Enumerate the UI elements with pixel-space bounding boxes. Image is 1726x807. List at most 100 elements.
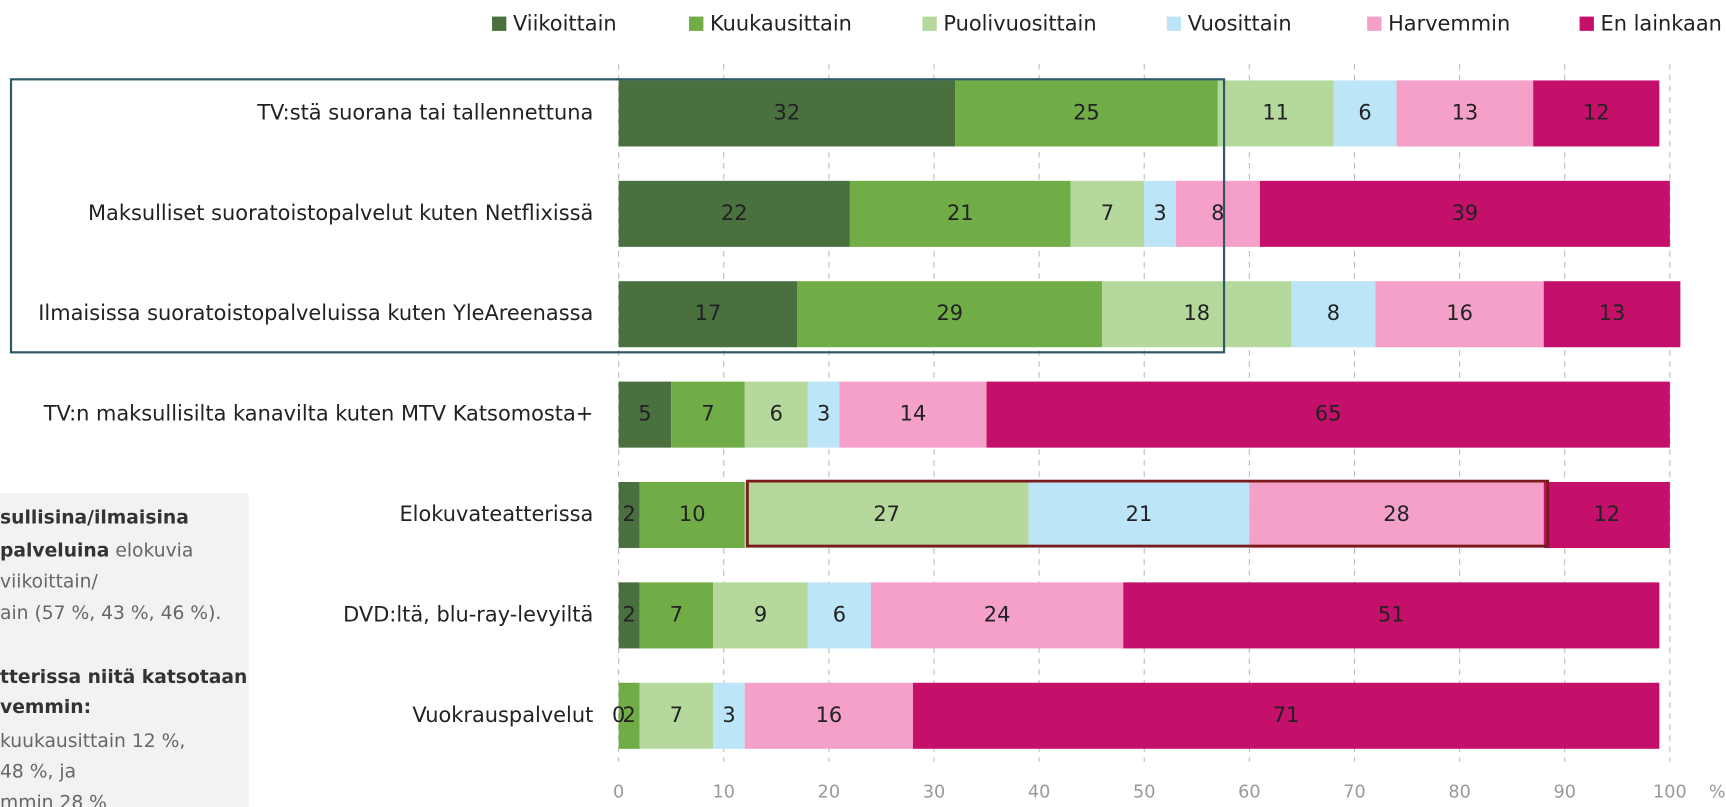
note-box [0,493,249,807]
value-label: 39 [1452,201,1479,225]
bar-segment [1396,80,1534,147]
annotation: kuukausittain 12 %, [0,730,185,751]
value-label: 21 [1126,502,1153,526]
annotation: sullisina/ilmaisina [0,507,189,528]
bar-segment [1249,481,1544,549]
legend-label: En lainkaan [1601,11,1722,35]
annotation-segment: vemmin: [0,696,91,717]
category-label: TV:n maksullisilta kanavilta kuten MTV K… [43,402,594,426]
x-tick-label: 30 [923,783,945,803]
value-label: 3 [817,402,830,426]
bar-segment [849,180,1071,247]
bar-segment [807,381,840,448]
bar-segment [1375,281,1544,348]
x-tick-label: 50 [1133,783,1155,803]
value-label: 2 [622,502,635,526]
annotation-segment: mmin 28 % [0,792,107,807]
bar-segment [1543,281,1681,348]
bars [618,80,1681,749]
bar-segment [744,381,808,448]
category-label: DVD:ltä, blu-ray-levyiltä [343,602,593,626]
value-label: 2 [622,602,635,626]
value-label: 22 [721,201,748,225]
value-label: 65 [1315,402,1342,426]
bar-segment [1543,481,1670,549]
bar-segment [1175,180,1260,247]
bar-segment [713,582,808,649]
value-label: 14 [900,402,927,426]
value-label: 8 [1327,301,1340,325]
bar-segment [807,582,871,649]
value-label: 6 [770,402,783,426]
value-label: 8 [1211,201,1224,225]
value-label: 51 [1378,602,1405,626]
value-label: 7 [1101,201,1114,225]
value-label: 12 [1583,100,1610,124]
x-tick-label: 90 [1554,783,1576,803]
value-label: 5 [638,402,651,426]
value-label: 9 [754,602,767,626]
annotation: ain (57 %, 43 %, 46 %). [0,603,221,624]
bar-segment [1333,80,1397,147]
highlight-box [746,479,1550,548]
value-label: 10 [679,502,706,526]
value-label: 6 [1358,100,1371,124]
value-label: 7 [670,703,683,727]
legend-label: Harvemmin [1388,11,1510,35]
bar-segment [1217,80,1334,147]
annotation-segment: palveluina [0,540,109,561]
annotation: palveluina elokuvia [0,540,193,561]
bar-segment [744,481,1029,549]
bar-segment [1259,180,1670,247]
bar-segment [618,381,672,448]
bar-segment [1028,481,1250,549]
bar-segment [618,481,640,549]
legend-label: Viikoittain [513,11,617,35]
value-label: 28 [1383,502,1410,526]
value-label: 17 [695,301,722,325]
value-label: 7 [701,402,714,426]
category-label: Elokuvateatterissa [399,502,593,526]
annotation-segment: ain (57 %, 43 %, 46 %). [0,603,221,624]
legend-label: Puolivuosittain [943,11,1096,35]
value-label: 3 [1153,201,1166,225]
annotation-segment: elokuvia [109,540,193,561]
legend-swatch [1166,16,1182,31]
bar-segment [870,582,1124,649]
value-label: 16 [816,703,843,727]
x-tick-label: 80 [1448,783,1470,803]
value-label: 6 [833,602,846,626]
annotation-segment: kuukausittain 12 %, [0,730,185,751]
legend-label: Vuosittain [1188,11,1292,35]
bar-segment [618,682,640,749]
category-label: Vuokrauspalvelut [412,703,593,727]
legend-label: Kuukausittain [710,11,852,35]
bar-segment [839,381,987,448]
bar-segment [1291,281,1376,348]
x-tick-label: 70 [1343,783,1365,803]
value-label: 0 [612,703,625,727]
legend-swatch [1579,16,1594,31]
bar-segment [955,80,1218,147]
value-label: 16 [1446,301,1473,325]
value-label: 21 [947,201,974,225]
category-label: Ilmaisissa suoratoistopalveluissa kuten … [38,301,593,325]
value-label: 2 [622,703,635,727]
annotation-segment: 48 %, ja [0,761,76,782]
bar-segment [618,80,956,147]
legend-swatch [492,16,507,31]
x-axis-unit: % [1709,783,1726,803]
x-tick-label: 40 [1028,783,1050,803]
x-tick-label: 10 [713,783,735,803]
annotation: 48 %, ja [0,761,76,782]
bar-segment [1070,180,1145,247]
legend-swatch [922,16,937,31]
bar-segment [618,281,798,348]
bar-segment [1102,281,1292,348]
bar-segment [618,180,850,247]
bar-segment [986,381,1670,448]
value-label: 12 [1593,502,1620,526]
x-tick-label: 100 [1653,783,1687,803]
bar-segment [912,682,1660,749]
x-tick-label: 0 [613,783,624,803]
